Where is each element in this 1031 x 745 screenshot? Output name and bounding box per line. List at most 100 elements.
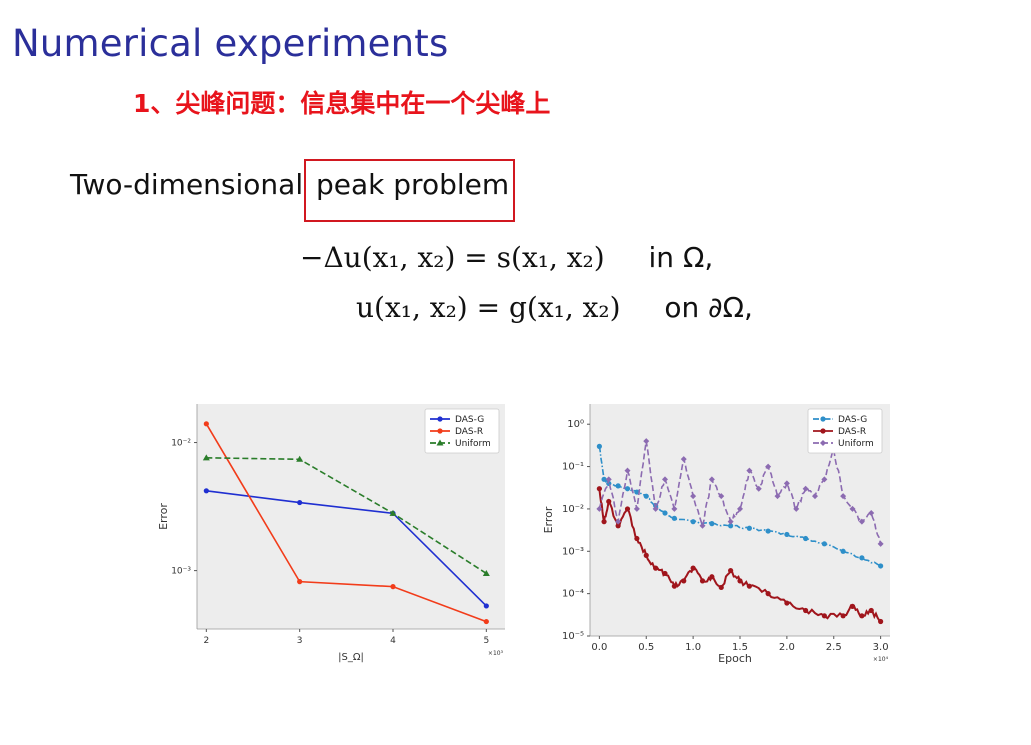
data-point bbox=[297, 499, 303, 506]
y-tick-label: 10⁻³ bbox=[171, 567, 191, 577]
data-point bbox=[803, 535, 809, 542]
data-point bbox=[878, 563, 884, 569]
data-point bbox=[699, 522, 706, 529]
data-point bbox=[859, 555, 865, 561]
data-point bbox=[615, 483, 621, 489]
y-tick-label: 10⁻² bbox=[562, 504, 584, 515]
legend-label-das-r: DAS-R bbox=[455, 427, 483, 437]
equation-boundary: u(x₁, x₂) = g(x₁, x₂) on ∂Ω, bbox=[356, 291, 753, 324]
data-point bbox=[728, 523, 734, 529]
data-point bbox=[840, 548, 846, 554]
chart-error-vs-epoch: 10⁰ 10⁻¹ 10⁻² 10⁻³ 10⁻⁴ 10⁻⁵ 0.0 0.5 1.0 1.5 2.0 2.… bbox=[542, 404, 890, 665]
data-point bbox=[202, 454, 210, 461]
data-point bbox=[784, 600, 790, 606]
data-point bbox=[746, 525, 752, 531]
equation-poisson: −Δu(x₁, x₂) = s(x₁, x₂) in Ω, bbox=[300, 241, 713, 274]
legend-marker-das-g bbox=[437, 416, 443, 422]
data-point bbox=[680, 456, 687, 463]
data-point bbox=[662, 510, 668, 516]
data-point bbox=[821, 476, 828, 483]
data-point bbox=[821, 613, 827, 619]
data-point bbox=[755, 485, 762, 492]
data-point bbox=[812, 493, 818, 500]
data-point bbox=[634, 489, 640, 495]
x-multiplier-label: ×10³ bbox=[488, 650, 504, 657]
data-point bbox=[601, 476, 607, 482]
x-tick-label: 1.5 bbox=[732, 642, 748, 653]
x-tick-label: 2.0 bbox=[779, 642, 795, 653]
y-tick-label: 10⁻⁴ bbox=[562, 589, 584, 600]
data-point bbox=[746, 583, 752, 589]
data-point bbox=[737, 578, 743, 584]
problem-statement-prefix: Two-dimensional bbox=[70, 168, 304, 201]
data-point bbox=[709, 574, 715, 580]
data-point bbox=[390, 584, 396, 590]
legend-marker-das-g bbox=[820, 416, 826, 422]
problem-statement-highlight: peak problem bbox=[316, 168, 510, 201]
data-point bbox=[718, 493, 725, 500]
data-point bbox=[765, 528, 771, 534]
data-point bbox=[718, 584, 724, 591]
chart-error-vs-samples: 10⁻² 10⁻³ 2 3 4 5 ×10³ |S_Ω| Error DAS-G DAS-R Unif… bbox=[157, 404, 505, 663]
x-axis-label: |S_Ω| bbox=[338, 652, 364, 663]
data-point bbox=[483, 603, 489, 609]
equation-boundary-lhs: u(x₁, x₂) = g(x₁, x₂) bbox=[356, 291, 621, 324]
x-tick-label: 4 bbox=[390, 636, 396, 646]
data-point bbox=[643, 438, 650, 445]
data-point bbox=[634, 535, 640, 542]
y-tick-label: 10⁰ bbox=[567, 419, 584, 430]
data-point bbox=[652, 505, 659, 512]
legend-label-das-r: DAS-R bbox=[838, 427, 866, 437]
data-point bbox=[671, 583, 677, 589]
data-point bbox=[709, 521, 715, 527]
data-point bbox=[482, 569, 490, 576]
data-point bbox=[737, 505, 743, 512]
data-point bbox=[203, 488, 209, 494]
data-point bbox=[690, 519, 696, 525]
x-tick-label: 0.0 bbox=[591, 642, 607, 653]
data-point bbox=[774, 493, 781, 500]
data-point bbox=[849, 603, 856, 609]
data-point bbox=[840, 493, 847, 500]
data-point bbox=[606, 498, 612, 505]
legend-label-das-g: DAS-G bbox=[838, 415, 867, 425]
data-point bbox=[783, 480, 790, 487]
data-point bbox=[203, 421, 209, 427]
data-point bbox=[633, 505, 640, 512]
data-point bbox=[727, 518, 734, 525]
x-tick-label: 1.0 bbox=[685, 642, 701, 653]
data-point bbox=[671, 505, 678, 512]
series-line-das-g bbox=[206, 490, 487, 607]
series-uniform bbox=[202, 454, 490, 576]
slide-title: Numerical experiments bbox=[12, 22, 449, 65]
legend-marker-uniform bbox=[436, 439, 444, 446]
data-point bbox=[849, 505, 856, 512]
x-tick-label: 2 bbox=[203, 636, 209, 646]
y-tick-label: 10⁻² bbox=[171, 439, 191, 449]
series-line-das-r bbox=[205, 423, 487, 623]
data-point bbox=[615, 518, 622, 525]
legend-box bbox=[424, 408, 500, 454]
data-point bbox=[624, 506, 631, 512]
data-point bbox=[859, 613, 865, 619]
legend-marker-uniform bbox=[820, 440, 826, 446]
data-point bbox=[596, 505, 603, 512]
series-das-r bbox=[596, 486, 884, 625]
data-point bbox=[868, 607, 874, 614]
data-point bbox=[662, 476, 668, 483]
data-point bbox=[296, 455, 304, 462]
data-point bbox=[765, 463, 772, 470]
equation-boundary-domain: on ∂Ω, bbox=[664, 291, 753, 324]
series-uniform bbox=[596, 438, 884, 547]
y-tick-label: 10⁻¹ bbox=[562, 462, 584, 473]
series-das-g bbox=[596, 443, 884, 569]
legend-marker-das-r bbox=[820, 428, 826, 434]
data-point bbox=[802, 485, 809, 492]
y-tick-label: 10⁻³ bbox=[562, 546, 584, 557]
data-point bbox=[596, 486, 602, 492]
data-point bbox=[662, 570, 668, 577]
legend-label-das-g: DAS-G bbox=[455, 415, 484, 425]
slide-subtitle: 1、尖峰问题：信息集中在一个尖峰上 bbox=[133, 89, 551, 118]
data-point bbox=[681, 578, 687, 584]
data-point bbox=[624, 467, 631, 474]
